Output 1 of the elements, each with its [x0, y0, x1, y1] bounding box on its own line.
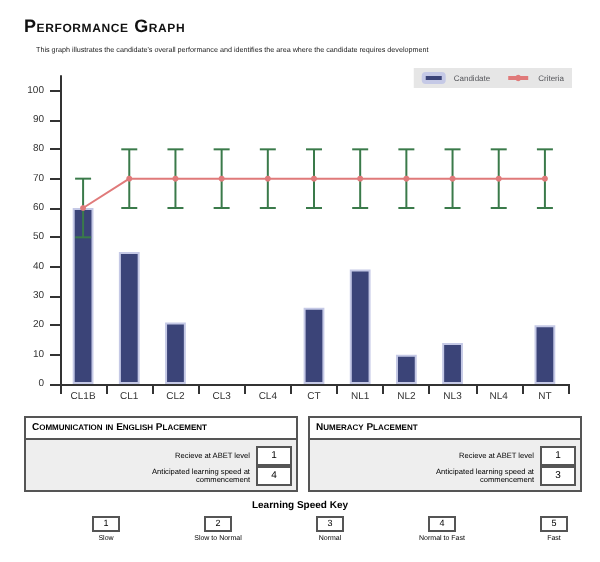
chart-title: Performance Graph: [24, 16, 186, 36]
